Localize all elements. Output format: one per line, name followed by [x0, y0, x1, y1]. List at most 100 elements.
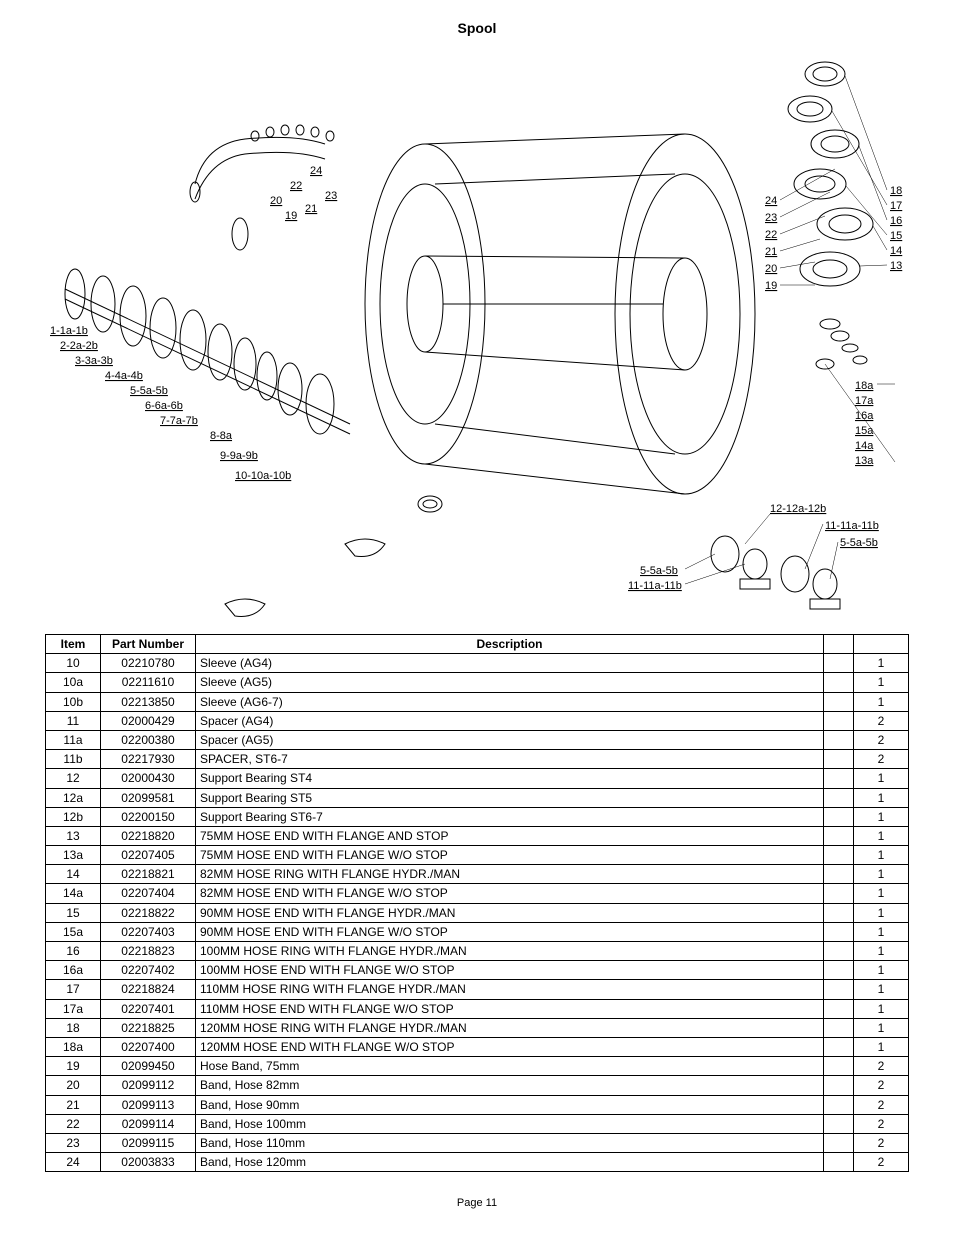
- spool-diagram-svg: 1-1a-1b 2-2a-2b 3-3a-3b 4-4a-4b 5-5a-5b …: [45, 44, 909, 624]
- table-cell: [824, 1037, 854, 1056]
- callout-t24: 24: [310, 165, 322, 177]
- table-row: 130221882075MM HOSE END WITH FLANGE AND …: [46, 826, 909, 845]
- table-cell: 1: [854, 673, 909, 692]
- table-cell: 1: [854, 788, 909, 807]
- table-cell: 02003833: [101, 1153, 196, 1172]
- header-item: Item: [46, 635, 101, 654]
- table-row: 2002099112Band, Hose 82mm2: [46, 1076, 909, 1095]
- table-cell: 02211610: [101, 673, 196, 692]
- table-row: 1902099450Hose Band, 75mm2: [46, 1057, 909, 1076]
- header-part: Part Number: [101, 635, 196, 654]
- table-row: 140221882182MM HOSE RING WITH FLANGE HYD…: [46, 865, 909, 884]
- table-row: 1102000429Spacer (AG4)2: [46, 711, 909, 730]
- table-cell: Band, Hose 100mm: [196, 1114, 824, 1133]
- callout-rm14a: 14a: [855, 440, 874, 452]
- callout-rm16a: 16a: [855, 410, 874, 422]
- table-cell: [824, 654, 854, 673]
- table-cell: 02218820: [101, 826, 196, 845]
- callout-9: 9-9a-9b: [220, 450, 258, 462]
- table-cell: 11a: [46, 730, 101, 749]
- table-cell: 1: [854, 865, 909, 884]
- table-cell: Sleeve (AG5): [196, 673, 824, 692]
- table-body: 1002210780Sleeve (AG4)110a02211610Sleeve…: [46, 654, 909, 1172]
- table-cell: 14: [46, 865, 101, 884]
- bottom-left-parts: [225, 496, 442, 617]
- header-blank: [824, 635, 854, 654]
- table-cell: 02200380: [101, 730, 196, 749]
- callout-3: 3-3a-3b: [75, 355, 113, 367]
- table-row: 2302099115Band, Hose 110mm2: [46, 1133, 909, 1152]
- table-cell: 02099114: [101, 1114, 196, 1133]
- table-cell: 02218824: [101, 980, 196, 999]
- callout-5: 5-5a-5b: [130, 385, 168, 397]
- table-row: 2102099113Band, Hose 90mm2: [46, 1095, 909, 1114]
- table-cell: 12: [46, 769, 101, 788]
- table-cell: 20: [46, 1076, 101, 1095]
- callout-rc21: 21: [765, 246, 777, 258]
- callout-t20: 20: [270, 195, 282, 207]
- table-cell: [824, 980, 854, 999]
- callout-8: 8-8a: [210, 430, 233, 442]
- table-cell: [824, 1076, 854, 1095]
- callout-2: 2-2a-2b: [60, 340, 98, 352]
- table-cell: [824, 1018, 854, 1037]
- table-cell: 90MM HOSE END WITH FLANGE HYDR./MAN: [196, 903, 824, 922]
- table-cell: 02210780: [101, 654, 196, 673]
- table-cell: [824, 1153, 854, 1172]
- table-cell: 82MM HOSE END WITH FLANGE W/O STOP: [196, 884, 824, 903]
- callout-7: 7-7a-7b: [160, 415, 198, 427]
- table-cell: 120MM HOSE END WITH FLANGE W/O STOP: [196, 1037, 824, 1056]
- table-cell: 16: [46, 942, 101, 961]
- table-cell: 1: [854, 999, 909, 1018]
- table-cell: 02207402: [101, 961, 196, 980]
- callout-t23: 23: [325, 190, 337, 202]
- table-cell: 2: [854, 1076, 909, 1095]
- table-cell: 1: [854, 769, 909, 788]
- table-cell: 1: [854, 1037, 909, 1056]
- table-cell: 1: [854, 1018, 909, 1037]
- table-row: 1802218825120MM HOSE RING WITH FLANGE HY…: [46, 1018, 909, 1037]
- table-cell: 18: [46, 1018, 101, 1037]
- callout-ru13: 13: [890, 260, 902, 272]
- table-cell: 11b: [46, 750, 101, 769]
- table-row: 11a02200380Spacer (AG5)2: [46, 730, 909, 749]
- callout-rm17a: 17a: [855, 395, 874, 407]
- table-cell: 12a: [46, 788, 101, 807]
- table-cell: Band, Hose 90mm: [196, 1095, 824, 1114]
- callout-t19: 19: [285, 210, 297, 222]
- table-cell: 14a: [46, 884, 101, 903]
- table-cell: [824, 711, 854, 730]
- table-header-row: Item Part Number Description: [46, 635, 909, 654]
- table-cell: 110MM HOSE RING WITH FLANGE HYDR./MAN: [196, 980, 824, 999]
- table-cell: Support Bearing ST6-7: [196, 807, 824, 826]
- table-cell: 02207401: [101, 999, 196, 1018]
- table-row: 17a02207401110MM HOSE END WITH FLANGE W/…: [46, 999, 909, 1018]
- right-center-callouts: 19 20 21 22 23 24: [765, 195, 777, 292]
- table-cell: 02207400: [101, 1037, 196, 1056]
- callout-b1: 5-5a-5b: [640, 565, 678, 577]
- bottom-bearings: [711, 536, 840, 609]
- callout-rc24: 24: [765, 195, 777, 207]
- table-cell: [824, 1114, 854, 1133]
- table-row: 150221882290MM HOSE END WITH FLANGE HYDR…: [46, 903, 909, 922]
- callout-ru15: 15: [890, 230, 902, 242]
- table-cell: 2: [854, 1095, 909, 1114]
- table-cell: 15a: [46, 922, 101, 941]
- table-cell: 02218823: [101, 942, 196, 961]
- table-cell: [824, 846, 854, 865]
- table-row: 2402003833Band, Hose 120mm2: [46, 1153, 909, 1172]
- page-title: Spool: [45, 20, 909, 36]
- callout-rm13a: 13a: [855, 455, 874, 467]
- table-row: 14a0220740482MM HOSE END WITH FLANGE W/O…: [46, 884, 909, 903]
- table-cell: [824, 673, 854, 692]
- table-cell: 110MM HOSE END WITH FLANGE W/O STOP: [196, 999, 824, 1018]
- table-cell: [824, 826, 854, 845]
- table-cell: 1: [854, 980, 909, 999]
- table-cell: 24: [46, 1153, 101, 1172]
- table-cell: SPACER, ST6-7: [196, 750, 824, 769]
- table-cell: 1: [854, 846, 909, 865]
- table-cell: 02200150: [101, 807, 196, 826]
- table-cell: 2: [854, 1153, 909, 1172]
- table-cell: 13a: [46, 846, 101, 865]
- table-row: 15a0220740390MM HOSE END WITH FLANGE W/O…: [46, 922, 909, 941]
